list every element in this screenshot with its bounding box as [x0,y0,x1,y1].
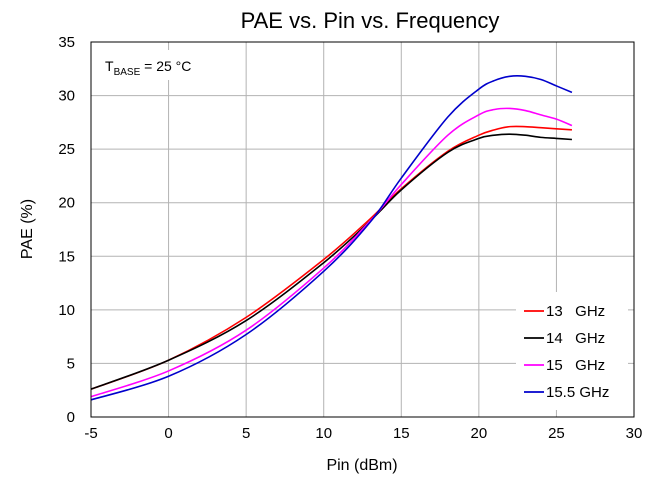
y-tick-label: 20 [58,195,75,212]
legend: 13 GHz 14 GHz 15 GHz 15.5 GHz [516,292,628,410]
y-tick-label: 0 [67,409,75,426]
series-line-3 [90,75,573,401]
series-line-0 [90,125,572,390]
x-tick-label: 30 [626,425,643,442]
plot-frame [90,41,635,418]
annotation-sub: BASE [114,67,141,78]
x-tick-label: 20 [471,425,488,442]
annotation-main: T [105,58,114,74]
y-axis-label: PAE (%) [19,199,36,259]
x-tick-label: 5 [242,425,250,442]
tick-labels: -5 0 5 10 15 20 25 30 0 5 10 15 20 25 30 35 [58,34,642,442]
legend-label: 15 GHz [546,357,605,374]
chart-title: PAE vs. Pin vs. Frequency [241,8,500,33]
y-tick-label: 5 [67,355,75,372]
series-line-1 [90,133,572,390]
series-lines [90,75,573,401]
annotation-rest: = 25 °C [140,58,191,74]
annotation-t-base: TBASE = 25 °C [99,50,219,80]
x-tick-label: 10 [315,425,332,442]
y-tick-label: 30 [58,88,75,105]
svg-text:TBASE = 25 °C: TBASE = 25 °C [105,58,191,78]
legend-label: 15.5 GHz [546,384,609,401]
x-tick-label: 15 [393,425,410,442]
series-line-2 [90,107,573,398]
y-tick-label: 25 [58,141,75,158]
y-tick-label: 15 [58,248,75,265]
grid [91,42,634,417]
legend-label: 14 GHz [546,330,605,347]
y-tick-label: 10 [58,302,75,319]
x-axis-label: Pin (dBm) [326,457,397,474]
x-tick-label: 25 [548,425,565,442]
legend-label: 13 GHz [546,303,605,320]
x-tick-label: -5 [84,425,97,442]
y-tick-label: 35 [58,34,75,51]
x-tick-label: 0 [164,425,172,442]
